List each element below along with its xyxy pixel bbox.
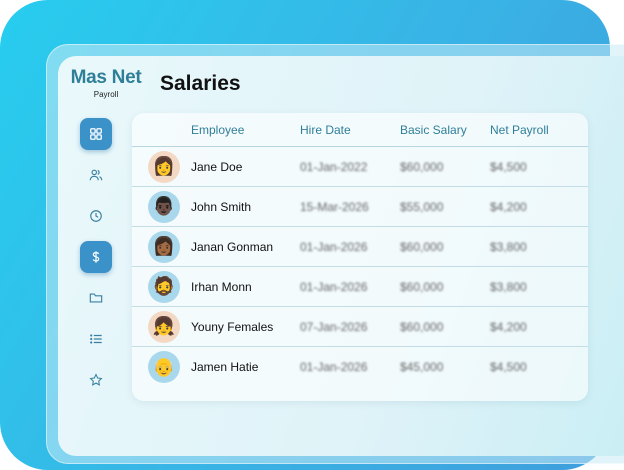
hire-date-cell: 15-Mar-2026 [300, 199, 369, 214]
net-payroll-cell: $4,500 [490, 159, 527, 174]
page-title: Salaries [160, 72, 241, 95]
table-row[interactable]: 👴 Jamen Hatie 01-Jan-2026 $45,000 $4,500 [132, 347, 588, 387]
sidebar-item-documents[interactable] [80, 282, 112, 314]
net-payroll-cell: $3,800 [490, 239, 527, 254]
avatar: 👨🏿 [148, 190, 180, 223]
avatar: 👴 [148, 351, 180, 383]
hire-date-cell: 01-Jan-2026 [300, 279, 368, 294]
table-row[interactable]: 👧 Youny Females 07-Jan-2026 $60,000 $4,20… [132, 307, 588, 347]
avatar: 👩🏾 [148, 230, 180, 263]
employee-cell: 👨🏿 John Smith [132, 190, 294, 223]
employee-name: Jamen Hatie [191, 360, 259, 374]
net-payroll-cell: $4,200 [490, 199, 527, 214]
sidebar-item-reports[interactable] [80, 323, 112, 355]
employee-cell: 👧 Youny Females [132, 310, 294, 343]
table-row[interactable]: 👩🏾 Janan Gonman 01-Jan-2026 $60,000 $3,80… [132, 227, 588, 267]
column-header-hire-date[interactable]: Hire Date [300, 122, 351, 137]
folder-icon [89, 293, 103, 303]
net-payroll-cell: $4,200 [490, 319, 527, 334]
users-icon [89, 169, 103, 181]
column-header-basic-salary[interactable]: Basic Salary [400, 122, 467, 137]
net-payroll-cell: $3,800 [490, 279, 527, 294]
salaries-table: Employee Hire Date Basic Salary Net Payr… [132, 113, 588, 401]
employee-cell: 🧔 Irhan Monn [132, 270, 294, 303]
hire-date-cell: 07-Jan-2026 [300, 319, 368, 334]
basic-salary-cell: $60,000 [400, 239, 444, 254]
avatar: 🧔 [148, 270, 180, 303]
employee-name: John Smith [191, 199, 252, 214]
sidebar-item-employees[interactable] [80, 159, 112, 191]
star-icon [89, 373, 103, 386]
sidebar-item-dashboard[interactable] [80, 118, 112, 150]
hire-date-cell: 01-Jan-2026 [300, 360, 368, 374]
logo: Mas Net Payroll [67, 67, 145, 99]
sidebar-item-time[interactable] [80, 200, 112, 232]
employee-name: Irhan Monn [191, 279, 252, 294]
table-row[interactable]: 👨🏿 John Smith 15-Mar-2026 $55,000 $4,200 [132, 187, 588, 227]
table-row[interactable]: 🧔 Irhan Monn 01-Jan-2026 $60,000 $3,800 [132, 267, 588, 307]
employee-cell: 👴 Jamen Hatie [132, 351, 294, 383]
net-payroll-cell: $4,500 [490, 360, 527, 374]
employee-cell: 👩 Jane Doe [132, 150, 294, 183]
sidebar [80, 118, 112, 405]
avatar: 👧 [148, 310, 180, 343]
table-header: Employee Hire Date Basic Salary Net Payr… [132, 113, 588, 147]
basic-salary-cell: $60,000 [400, 279, 444, 294]
table-row[interactable]: 👩 Jane Doe 01-Jan-2022 $60,000 $4,500 [132, 147, 588, 187]
hire-date-cell: 01-Jan-2026 [300, 239, 368, 254]
employee-name: Janan Gonman [191, 239, 274, 254]
basic-salary-cell: $60,000 [400, 159, 444, 174]
sidebar-item-salaries[interactable] [80, 241, 112, 273]
basic-salary-cell: $45,000 [400, 360, 444, 374]
hire-date-cell: 01-Jan-2022 [300, 159, 368, 174]
basic-salary-cell: $55,000 [400, 199, 444, 214]
basic-salary-cell: $60,000 [400, 319, 444, 334]
dollar-icon [92, 251, 100, 263]
employee-name: Jane Doe [191, 159, 243, 174]
list-icon [90, 334, 102, 344]
app-subtitle: Payroll [93, 90, 119, 99]
avatar: 👩 [148, 150, 180, 183]
grid-icon [90, 128, 102, 140]
employee-name: Youny Females [191, 319, 274, 334]
column-header-net-payroll[interactable]: Net Payroll [490, 122, 549, 137]
sidebar-item-favorites[interactable] [80, 364, 112, 396]
clock-icon [90, 210, 102, 222]
employee-cell: 👩🏾 Janan Gonman [132, 230, 294, 263]
app-name: Mas Net [70, 67, 142, 88]
column-header-employee[interactable]: Employee [191, 122, 245, 137]
